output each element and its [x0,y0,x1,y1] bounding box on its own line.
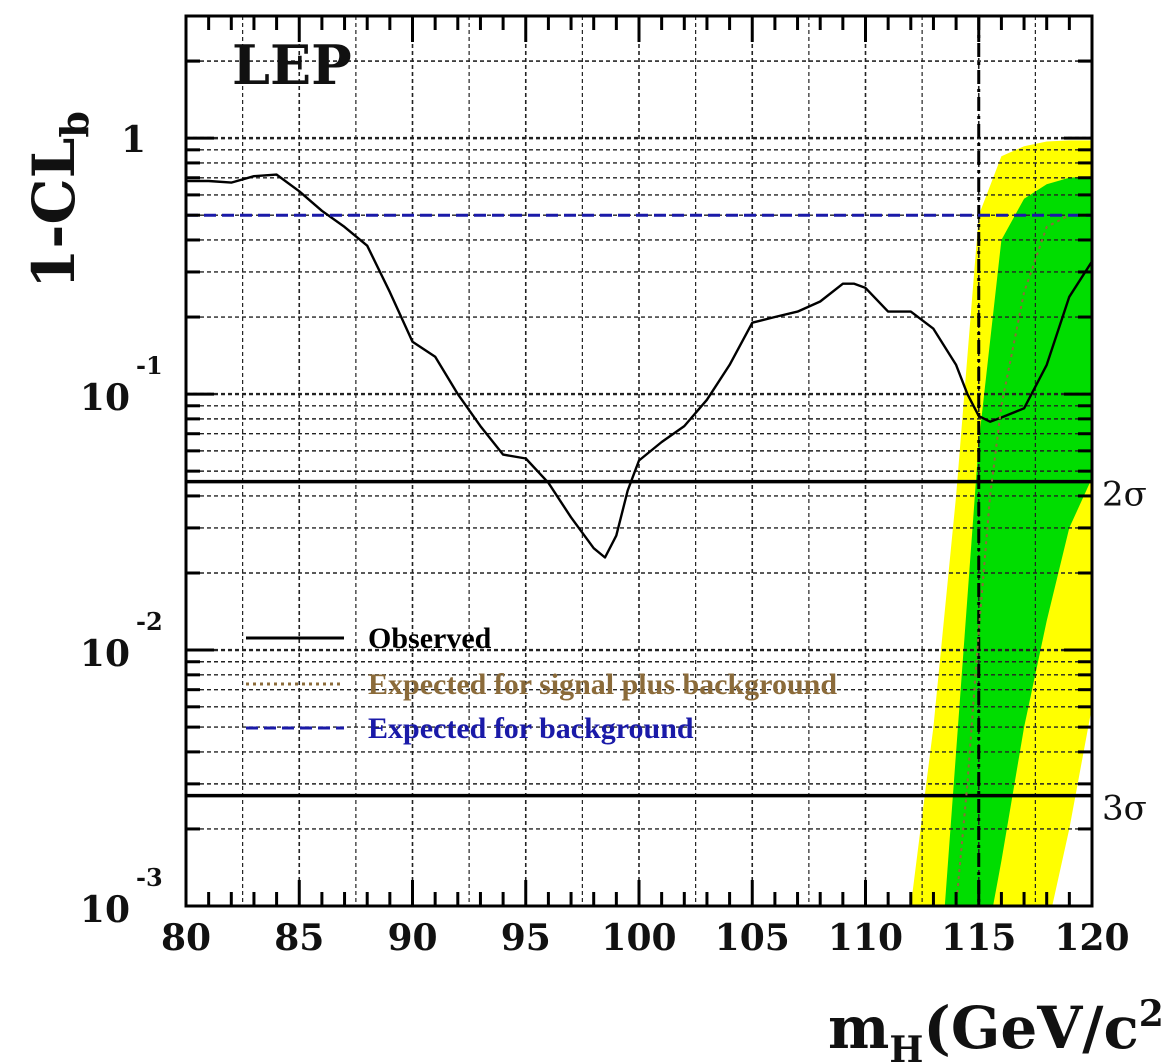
y-tick-label: 10 [80,633,130,675]
x-tick-label: 85 [274,917,324,959]
x-tick-label: 80 [161,917,211,959]
y-tick-exponent: -3 [136,863,163,892]
x-tick-label: 120 [1054,917,1129,959]
x-tick-label: 110 [828,917,903,959]
sigma-label: 2σ [1102,475,1147,515]
y-tick-label: 10 [80,889,130,931]
series-group [186,173,1092,906]
grid [186,15,1092,906]
sigma-label: 3σ [1102,789,1147,829]
axis-ticks [186,14,1092,906]
x-axis-title: mH(GeV/c2) [828,993,1166,1064]
bands [910,140,1092,906]
x-axis-title-sup: 2 [1139,993,1164,1035]
sigma-lines: 2σ 3σ [186,475,1147,829]
series-line-0 [186,173,1092,559]
x-tick-label: 105 [715,917,790,959]
band-green [944,176,1092,906]
x-axis-title-sub: H [889,1029,923,1064]
y-axis-title: 1-CLb [20,111,97,289]
x-axis-title-rest: (GeV/c [923,994,1138,1062]
y-axis-title-sub: b [52,111,97,138]
x-tick-label: 100 [601,917,676,959]
legend: Observed Expected for signal plus backgr… [246,622,837,745]
y-tick-label: 10 [80,377,130,419]
legend-label-signal-plus-background: Expected for signal plus background [368,668,837,701]
series-line-1 [955,214,1092,906]
legend-label-background: Expected for background [368,712,694,745]
x-tick-label: 95 [501,917,551,959]
y-tick-exponent: -2 [136,607,163,636]
y-tick-exponent: -1 [136,351,163,380]
x-tick-label: 90 [387,917,437,959]
x-axis-title-close: ) [1164,994,1166,1062]
legend-label-observed: Observed [368,622,492,655]
y-tick-label: 1 [121,119,146,161]
x-axis-title-main: m [828,994,889,1062]
y-axis-title-main: 1-CL [20,138,88,289]
x-tick-label: 115 [941,917,1016,959]
experiment-label: LEP [232,33,352,97]
